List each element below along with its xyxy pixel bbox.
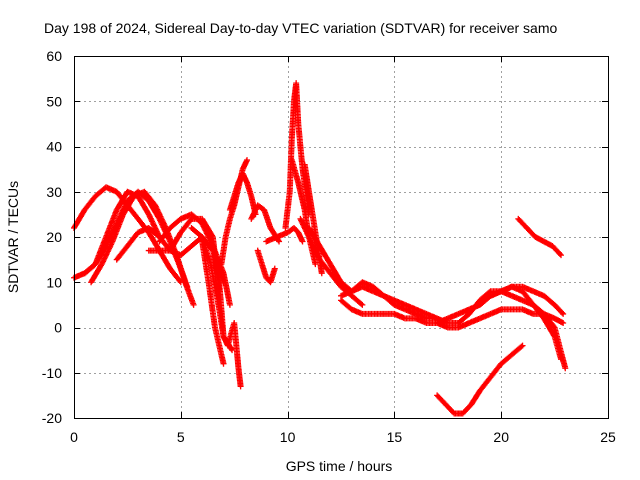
series-trace-markers: [339, 279, 439, 322]
series-trace-27: [515, 215, 565, 259]
y-tick-label: 50: [46, 93, 62, 109]
y-axis-title: SDTVAR / TECUs: [5, 181, 21, 293]
series-trace-markers: [264, 225, 305, 244]
y-tick-label: 40: [46, 139, 62, 155]
series-trace-16: [282, 80, 312, 231]
y-tick-label: 60: [46, 48, 62, 64]
x-tick-label: 20: [493, 429, 509, 445]
x-tick-label: 15: [387, 429, 403, 445]
series-trace-markers: [210, 253, 244, 388]
series-trace-22: [338, 297, 567, 331]
series-trace-markers: [227, 171, 259, 216]
x-tick-label: 10: [280, 429, 296, 445]
series-trace-10: [209, 252, 244, 390]
series-trace-markers: [516, 217, 563, 257]
y-tick-label: -10: [42, 365, 62, 381]
series-trace-4: [81, 188, 163, 277]
series-trace-13: [248, 202, 283, 245]
series-trace-markers: [199, 240, 227, 366]
series-trace-25: [476, 283, 565, 363]
x-tick-label: 0: [70, 429, 78, 445]
series-trace-markers: [157, 211, 233, 307]
series-trace-20: [305, 224, 462, 326]
chart-title: Day 198 of 2024, Sidereal Day-to-day VTE…: [44, 20, 557, 36]
y-tick-label: 10: [46, 274, 62, 290]
y-tick-label: 30: [46, 184, 62, 200]
series-trace-15: [263, 224, 306, 245]
series-trace-14: [254, 247, 278, 286]
series-trace-markers: [282, 81, 312, 230]
y-tick-label: -20: [42, 410, 62, 426]
x-axis-title: GPS time / hours: [286, 458, 393, 474]
series-trace-markers: [82, 189, 162, 276]
x-tick-label: 25: [600, 429, 616, 445]
x-tick-label: 5: [177, 429, 185, 445]
y-tick-label: 20: [46, 229, 62, 245]
series-trace-markers: [255, 249, 278, 285]
series-trace-markers: [478, 284, 564, 361]
series-trace-12: [226, 170, 259, 218]
series-trace-markers: [298, 217, 365, 307]
series-trace-9: [199, 238, 227, 367]
y-tick-label: 0: [54, 320, 62, 336]
series-trace-26: [434, 342, 526, 417]
data-points-layer: [71, 80, 569, 417]
series-trace-7: [156, 211, 233, 308]
series-trace-markers: [435, 343, 525, 417]
ticks-layer: 0 5 10 15 20 25 -20 -10 0 10 20 30 40 50 60: [42, 48, 616, 445]
series-trace-21: [338, 279, 441, 322]
